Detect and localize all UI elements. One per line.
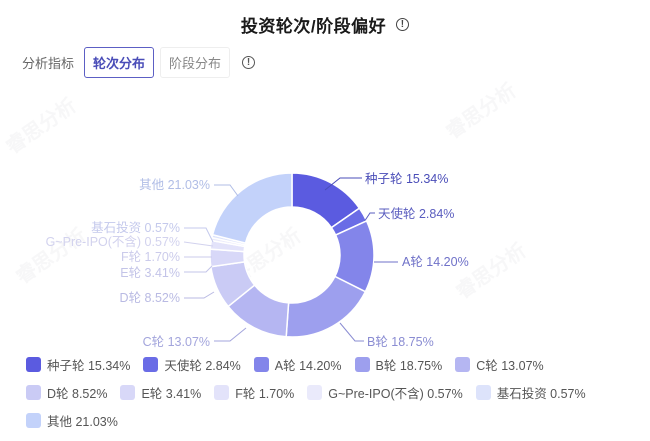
legend-item[interactable]: D轮 8.52% (26, 383, 107, 401)
legend-item[interactable]: C轮 13.07% (455, 355, 544, 373)
legend-swatch-icon (26, 412, 41, 428)
legend-label: 天使轮 2.84% (164, 358, 241, 373)
legend-label: E轮 3.41% (141, 386, 202, 401)
legend-swatch-icon (26, 384, 41, 400)
slice-label-angel-round: 天使轮 2.84% (378, 206, 454, 221)
legend-item[interactable]: 基石投资 0.57% (475, 383, 586, 401)
donut-segment-b-round[interactable] (285, 275, 367, 338)
legend-label: A轮 14.20% (274, 358, 342, 373)
label-leader-line (363, 212, 375, 223)
legend-swatch-icon (354, 356, 370, 372)
slice-label-cornerstone: 基石投资 0.57% (91, 220, 180, 235)
legend-item[interactable]: 种子轮 15.34% (26, 355, 130, 373)
legend-item[interactable]: E轮 3.41% (120, 383, 201, 401)
legend-swatch-icon (253, 356, 269, 372)
legend-item[interactable]: F轮 1.70% (214, 383, 294, 401)
legend-label: D轮 8.52% (47, 386, 108, 401)
legend-swatch-icon (214, 384, 230, 400)
legend-label: C轮 13.07% (476, 358, 544, 373)
legend-item[interactable]: G~Pre-IPO(不含) 0.57% (307, 383, 463, 401)
slice-label-a-round: A轮 14.20% (402, 255, 469, 269)
info-circle-icon[interactable]: ! (396, 18, 410, 31)
chart-title-bar: 投资轮次/阶段偏好 ! (0, 12, 650, 37)
legend-label: 种子轮 15.34% (47, 358, 131, 373)
slice-label-f-round: F轮 1.70% (121, 250, 180, 264)
legend-swatch-icon (455, 356, 471, 372)
label-leader-line (183, 241, 214, 247)
label-leader-line (184, 265, 213, 273)
slice-label-g-pre-ipo: G~Pre-IPO(不含) 0.57% (46, 234, 180, 249)
slice-label-b-round: B轮 18.75% (367, 335, 434, 349)
label-leader-line (214, 327, 247, 342)
metric-selector: 分析指标 轮次分布 阶段分布 ! (22, 47, 256, 78)
slice-label-c-round: C轮 13.07% (143, 335, 210, 349)
info-circle-icon[interactable]: ! (242, 56, 256, 69)
metric-label: 分析指标 (22, 56, 75, 71)
chart-legend: 种子轮 15.34% 天使轮 2.84% A轮 14.20% B轮 18.75% C轮 … (26, 355, 626, 429)
tab-round-distribution[interactable]: 轮次分布 (84, 47, 155, 78)
label-leader-line (339, 322, 364, 342)
legend-item[interactable]: 其他 21.03% (26, 411, 118, 429)
legend-label: 其他 21.03% (47, 414, 118, 429)
slice-label-seed-round: 种子轮 15.34% (365, 172, 448, 186)
tab-stage-distribution[interactable]: 阶段分布 (160, 47, 231, 78)
legend-swatch-icon (307, 384, 323, 400)
legend-label: F轮 1.70% (235, 386, 295, 401)
slice-label-e-round: E轮 3.41% (120, 266, 180, 280)
legend-label: B轮 18.75% (375, 358, 443, 373)
slice-label-d-round: D轮 8.52% (120, 291, 180, 305)
legend-item[interactable]: A轮 14.20% (253, 355, 342, 373)
label-leader-line (184, 227, 214, 243)
legend-item[interactable]: 天使轮 2.84% (143, 355, 241, 373)
slice-label-other: 其他 21.03% (139, 178, 210, 192)
label-leader-line (324, 177, 362, 191)
donut-segment-other[interactable] (211, 172, 293, 245)
label-leader-line (184, 291, 215, 299)
legend-label: G~Pre-IPO(不含) 0.57% (328, 386, 463, 401)
donut-chart: 种子轮 15.34% 天使轮 2.84% A轮 14.20% B轮 18.75% C轮 … (46, 172, 469, 349)
legend-swatch-icon (475, 384, 491, 400)
legend-item[interactable]: B轮 18.75% (354, 355, 443, 373)
label-leader-line (214, 184, 239, 197)
legend-swatch-icon (26, 356, 41, 372)
page-title: 投资轮次/阶段偏好 (240, 17, 387, 36)
legend-swatch-icon (120, 384, 136, 400)
legend-swatch-icon (143, 356, 159, 372)
legend-label: 基石投资 0.57% (496, 386, 586, 401)
